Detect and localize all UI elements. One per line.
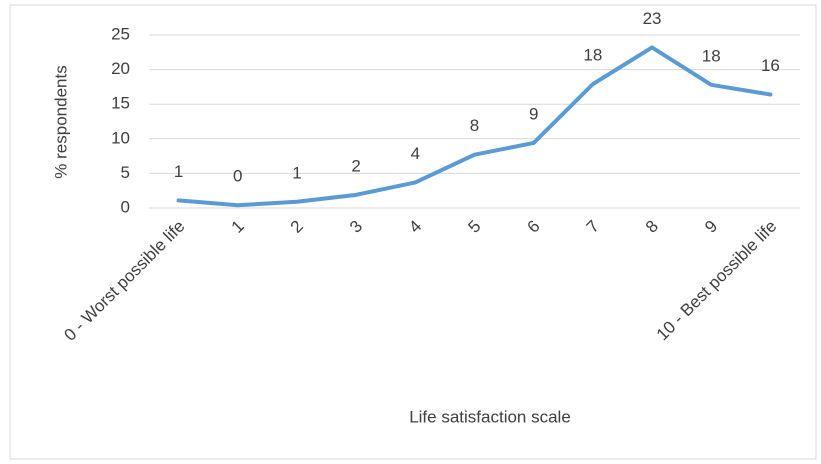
chart-border (9, 4, 817, 460)
data-label: 1 (174, 162, 183, 181)
data-label: 2 (351, 156, 360, 175)
data-label: 8 (470, 116, 479, 135)
y-tick-label: 25 (111, 24, 130, 43)
data-label: 9 (529, 104, 538, 123)
data-label: 23 (643, 9, 662, 28)
y-tick-label: 10 (111, 128, 130, 147)
data-label: 1 (292, 163, 301, 182)
data-label: 18 (702, 46, 721, 65)
y-tick-label: 0 (121, 197, 130, 216)
data-line (176, 45, 773, 208)
data-label: 18 (583, 46, 602, 65)
data-label: 0 (233, 167, 242, 186)
y-axis-title: % respondents (51, 65, 70, 178)
y-tick-label: 15 (111, 94, 130, 113)
x-axis-title: Life satisfaction scale (409, 407, 571, 426)
data-label: 16 (761, 56, 780, 75)
y-tick-label: 5 (121, 163, 130, 182)
data-label: 4 (411, 144, 420, 163)
y-tick-label: 20 (111, 59, 130, 78)
